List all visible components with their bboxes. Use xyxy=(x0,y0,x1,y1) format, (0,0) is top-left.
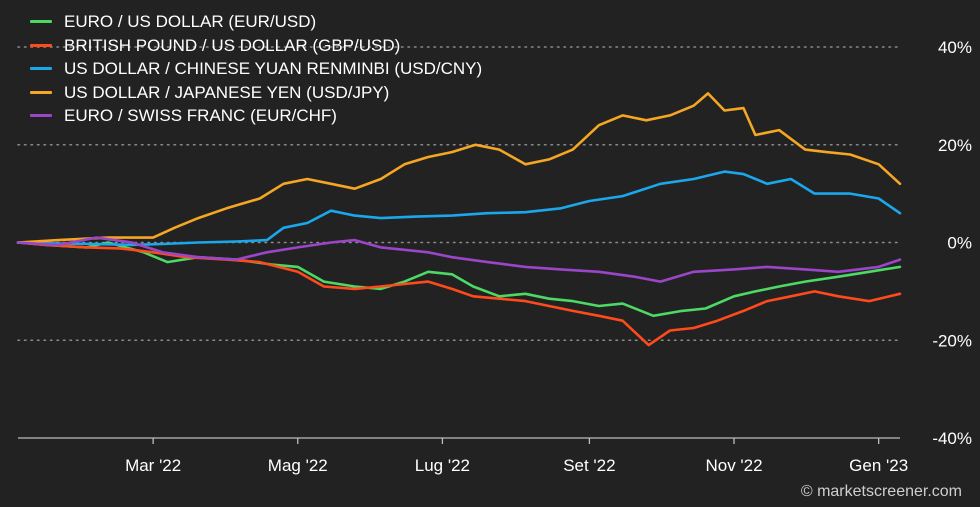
x-tick-label: Lug '22 xyxy=(415,456,470,475)
y-tick-label: 0% xyxy=(947,234,972,253)
x-tick-label: Nov '22 xyxy=(705,456,762,475)
legend-label: BRITISH POUND / US DOLLAR (GBP/USD) xyxy=(64,35,401,55)
legend-swatch xyxy=(30,20,52,24)
grid-lines xyxy=(17,46,901,342)
series-lines xyxy=(16,92,902,347)
x-tick-label: Mar '22 xyxy=(125,456,181,475)
legend-swatch xyxy=(30,67,52,71)
series-line-2 xyxy=(16,170,902,247)
y-tick-label: 20% xyxy=(938,136,972,155)
legend-swatch xyxy=(30,114,52,118)
axes: 40% 20% 0% -20% -40% Mar '22 Mag '22 Lug '22 Set… xyxy=(18,38,972,475)
series-line-0 xyxy=(16,241,902,318)
y-tick-label: 40% xyxy=(938,38,972,57)
legend-label: US DOLLAR / JAPANESE YEN (USD/JPY) xyxy=(64,82,390,102)
y-tick-label: -20% xyxy=(932,331,972,350)
legend-item: EURO / SWISS FRANC (EUR/CHF) xyxy=(30,104,482,128)
legend-item: BRITISH POUND / US DOLLAR (GBP/USD) xyxy=(30,34,482,58)
x-tick-label: Set '22 xyxy=(563,456,615,475)
legend-item: EURO / US DOLLAR (EUR/USD) xyxy=(30,10,482,34)
legend-label: US DOLLAR / CHINESE YUAN RENMINBI (USD/C… xyxy=(64,59,483,78)
y-tick-label: -40% xyxy=(932,429,972,448)
legend-label: EURO / US DOLLAR (EUR/USD) xyxy=(64,12,317,31)
x-tick-label: Gen '23 xyxy=(849,456,908,475)
watermark-text: © marketscreener.com xyxy=(800,483,962,500)
series-line-4 xyxy=(16,236,902,283)
legend-swatch xyxy=(30,90,52,94)
legend-item: US DOLLAR / JAPANESE YEN (USD/JPY) xyxy=(30,81,482,105)
legend: EURO / US DOLLAR (EUR/USD) BRITISH POUND … xyxy=(30,10,482,128)
legend-item: US DOLLAR / CHINESE YUAN RENMINBI (USD/C… xyxy=(30,57,482,81)
x-tick-label: Mag '22 xyxy=(268,456,328,475)
series-line-3 xyxy=(16,92,902,244)
legend-label: EURO / SWISS FRANC (EUR/CHF) xyxy=(64,106,337,125)
legend-swatch xyxy=(30,43,52,47)
